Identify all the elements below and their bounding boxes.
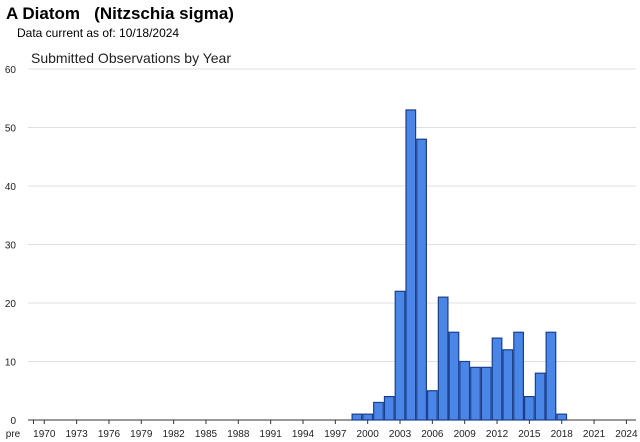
x-tick-label: 2000 <box>357 429 380 440</box>
page-title: A Diatom (Nitzschia sigma) <box>6 4 234 23</box>
y-tick-label: 40 <box>5 182 17 193</box>
bar-2005[interactable] <box>416 138 427 421</box>
x-tick-label: 1979 <box>130 429 153 440</box>
x-tick-label: 1991 <box>260 429 283 440</box>
x-tick-label: 1997 <box>324 429 347 440</box>
bar-2004[interactable] <box>405 109 417 421</box>
x-tick-label: 2012 <box>486 429 509 440</box>
x-tick-label: 2006 <box>421 429 444 440</box>
data-date-label: Data current as of: 10/18/2024 <box>17 26 180 40</box>
y-tick-label: 0 <box>10 416 16 427</box>
chart-title: Submitted Observations by Year <box>31 50 231 66</box>
bar-2007[interactable] <box>437 296 449 421</box>
x-tick-label: 2024 <box>615 429 638 440</box>
bar-2000[interactable] <box>362 413 374 421</box>
x-tick-label: 2018 <box>551 429 574 440</box>
bar-2011[interactable] <box>480 366 492 421</box>
x-tick-label: 1970 <box>33 429 56 440</box>
x-tick-label: pre <box>6 429 21 440</box>
bar-2006[interactable] <box>426 390 438 421</box>
x-tick-label: 2021 <box>583 429 606 440</box>
bar-2017[interactable] <box>545 331 557 421</box>
x-tick-label: 1976 <box>98 429 121 440</box>
bar-2015[interactable] <box>523 396 535 421</box>
y-tick-label: 10 <box>5 358 17 369</box>
bar-2016[interactable] <box>534 372 546 421</box>
bar-2013[interactable] <box>502 349 514 421</box>
bar-1999[interactable] <box>351 413 363 421</box>
bar-2001[interactable] <box>373 401 384 421</box>
bar-2003[interactable] <box>394 290 406 421</box>
x-tick-label: 1994 <box>292 429 315 440</box>
bar-2008[interactable] <box>448 331 460 421</box>
x-tick-label: 1988 <box>227 429 250 440</box>
bar-2014[interactable] <box>513 331 524 421</box>
x-tick-label: 2015 <box>518 429 541 440</box>
y-tick-label: 30 <box>5 241 17 252</box>
bar-2012[interactable] <box>491 337 503 421</box>
bar-2018[interactable] <box>556 413 568 421</box>
bar-2009[interactable] <box>459 360 471 421</box>
x-tick-label: 2009 <box>454 429 477 440</box>
y-tick-label: 60 <box>5 65 17 76</box>
x-tick-label: 1985 <box>195 429 218 440</box>
y-tick-label: 50 <box>5 124 17 135</box>
x-tick-label: 1982 <box>163 429 186 440</box>
x-tick-label: 1973 <box>65 429 88 440</box>
y-tick-label: 20 <box>5 299 17 310</box>
bar-2010[interactable] <box>470 366 481 421</box>
x-tick-label: 2003 <box>389 429 412 440</box>
bar-2002[interactable] <box>383 396 395 421</box>
